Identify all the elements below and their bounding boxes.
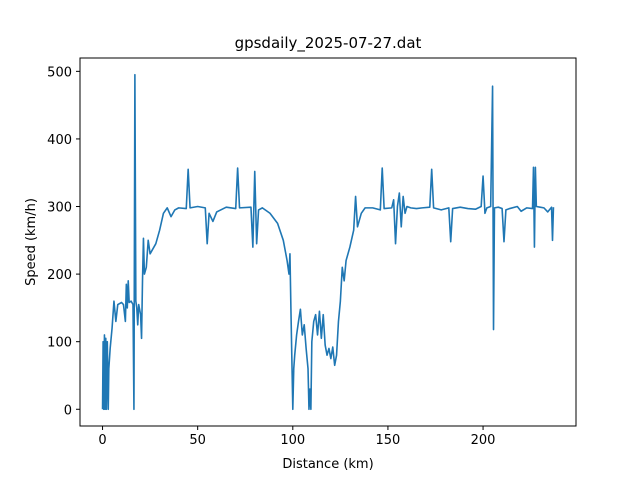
data-line	[101, 73, 555, 411]
y-tick-label: 200	[47, 268, 72, 283]
plot-area	[79, 57, 577, 427]
x-tick-label: 200	[471, 433, 496, 448]
x-tick-label: 0	[98, 433, 106, 448]
y-tick-label: 500	[47, 65, 72, 80]
y-axis-label: Speed (km/h)	[24, 198, 39, 286]
y-tick-label: 400	[47, 133, 72, 148]
x-tick-label: 100	[280, 433, 305, 448]
chart-title: gpsdaily_2025-07-27.dat	[235, 34, 422, 53]
x-tick-label: 50	[189, 433, 206, 448]
y-tick-label: 0	[64, 403, 72, 418]
x-tick-label: 150	[376, 433, 401, 448]
y-tick-label: 300	[47, 201, 72, 216]
y-tick-label: 100	[47, 336, 72, 351]
x-axis-label: Distance (km)	[282, 457, 373, 472]
